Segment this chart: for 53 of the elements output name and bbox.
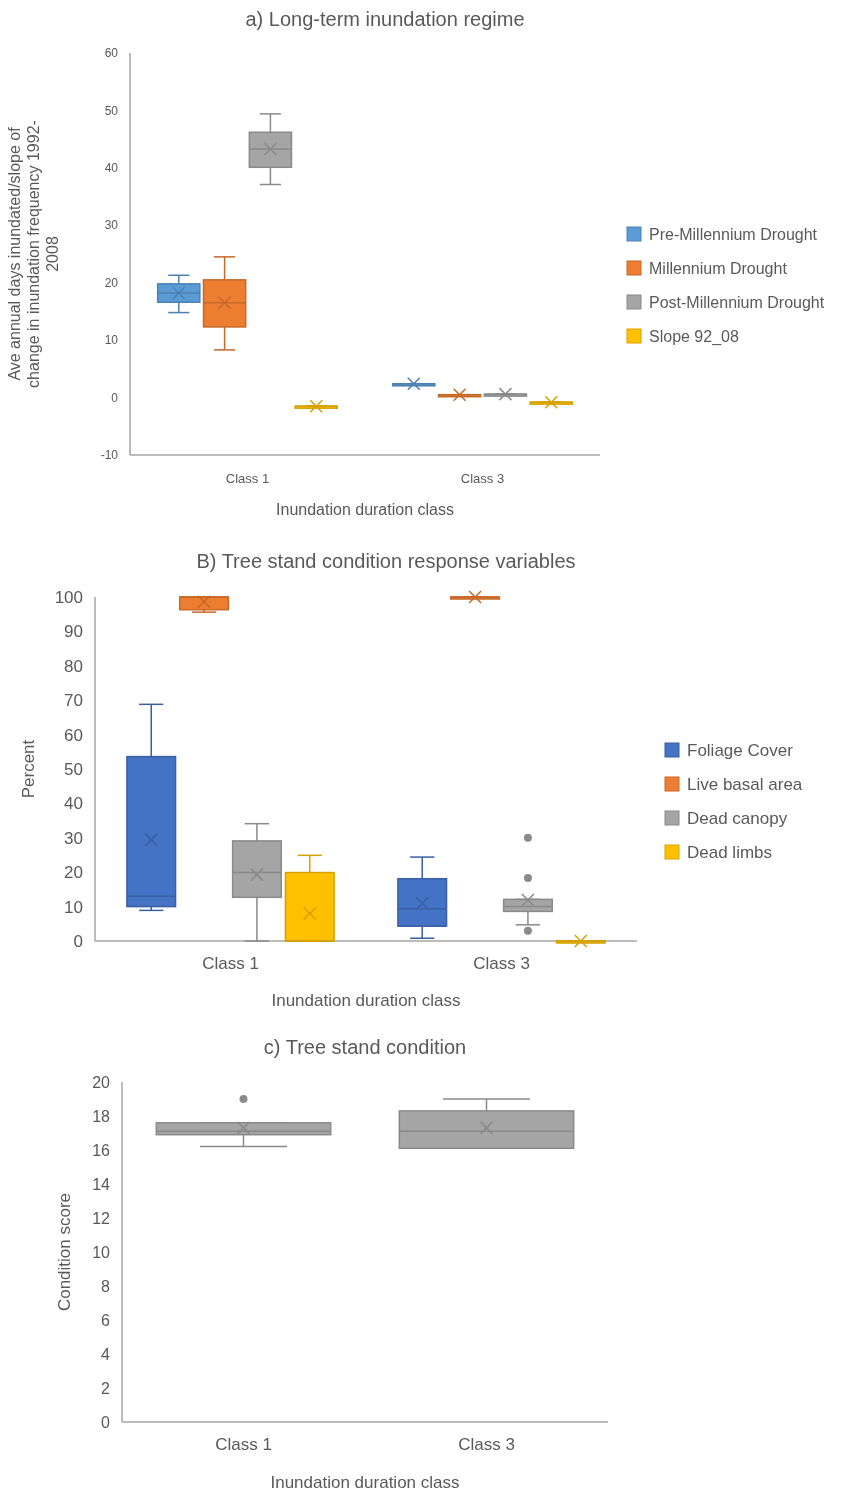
y-tick-label: 0 [73, 931, 83, 951]
chart-title: B) Tree stand condition response variables [196, 550, 576, 572]
legend-label: Slope 92_08 [649, 327, 739, 346]
y-tick-label: 10 [104, 333, 119, 348]
chart-title: a) Long-term inundation regime [245, 8, 525, 30]
y-tick-label: 20 [64, 863, 83, 883]
y-axis-title: Condition score [55, 1192, 74, 1312]
y-tick-label: 14 [92, 1175, 111, 1193]
x-axis-title: Inundation duration class [270, 1473, 460, 1492]
y-tick-label: 6 [101, 1311, 111, 1329]
x-tick-label: Class 3 [458, 1435, 515, 1454]
y-tick-label: 40 [104, 161, 119, 176]
y-tick-label: 40 [64, 794, 83, 814]
y-tick-label: 10 [64, 897, 83, 917]
y-tick-label: 0 [111, 390, 119, 405]
y-tick-label: 8 [101, 1277, 111, 1295]
y-tick-label: 100 [54, 587, 83, 607]
legend-label: Pre-Millennium Drought [649, 225, 818, 243]
y-tick-label: 70 [64, 691, 83, 711]
chart-title: c) Tree stand condition [263, 1036, 467, 1058]
x-tick-label: Class 3 [460, 471, 505, 486]
x-axis-title: Inundation duration class [276, 501, 454, 518]
y-tick-label: 30 [104, 218, 119, 233]
legend-label: Live basal area [687, 774, 803, 794]
x-tick-label: Class 1 [202, 954, 259, 973]
y-tick-label: 2 [101, 1379, 111, 1397]
legend-label: Dead limbs [687, 842, 773, 862]
x-axis-title: Inundation duration class [271, 991, 461, 1010]
y-tick-label: 0 [101, 1413, 111, 1431]
y-tick-label: 20 [92, 1073, 111, 1091]
legend-label: Post-Millennium Drought [649, 293, 825, 311]
x-tick-label: Class 1 [225, 471, 270, 486]
y-tick-label: 60 [104, 46, 119, 61]
y-tick-label: 80 [64, 656, 83, 676]
y-tick-label: 50 [104, 103, 119, 118]
y-tick-label: 18 [92, 1107, 111, 1125]
legend-label: Millennium Drought [649, 259, 788, 277]
x-tick-label: Class 3 [473, 954, 530, 973]
y-tick-label: 90 [64, 622, 83, 642]
y-tick-label: 30 [64, 828, 83, 848]
y-tick-label: 60 [64, 725, 83, 745]
y-tick-label: 16 [92, 1141, 111, 1159]
legend-label: Dead canopy [687, 808, 788, 828]
y-tick-label: 12 [92, 1209, 111, 1227]
y-tick-label: 20 [104, 275, 119, 290]
y-tick-label: 50 [64, 759, 83, 779]
y-axis-title: Percent [19, 739, 38, 799]
y-tick-label: 4 [101, 1345, 111, 1363]
y-axis-title: Ave annual days inundated/slope of change in inundation frequency 1992-2008 [6, 120, 62, 388]
x-tick-label: Class 1 [215, 1435, 272, 1454]
y-tick-label: 10 [92, 1243, 111, 1261]
legend-label: Foliage Cover [687, 740, 794, 760]
y-tick-label: -10 [100, 448, 119, 463]
